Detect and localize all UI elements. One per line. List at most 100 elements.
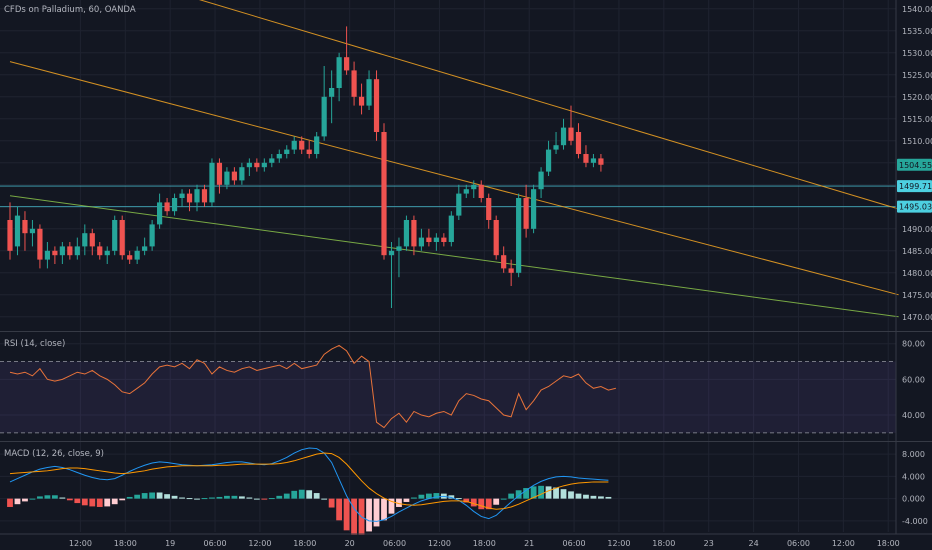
time-tick-label: 06:00 [563, 539, 586, 548]
rsi-pane [0, 344, 896, 434]
time-tick-label: 12:00 [69, 539, 92, 548]
macd-histogram-bar [448, 495, 455, 499]
macd-histogram-bar [231, 495, 238, 499]
candle-body [261, 162, 267, 168]
candle-body [306, 149, 312, 154]
candle-body [590, 158, 597, 163]
macd-histogram-bar [149, 492, 156, 499]
trend-line [9, 61, 899, 296]
candle-body [67, 246, 73, 256]
candle-body [568, 127, 574, 141]
candle-body [314, 136, 320, 154]
time-tick-label: 06:00 [787, 539, 810, 548]
macd-label: MACD (12, 26, close, 9) [4, 449, 104, 459]
candle-body [448, 215, 454, 242]
candle-body [7, 220, 13, 251]
candle-body [418, 237, 424, 247]
candle-body [254, 162, 260, 168]
candle-body [52, 250, 58, 256]
macd-histogram-bar [500, 498, 507, 500]
macd-histogram-bar [201, 498, 208, 500]
macd-histogram-bar [321, 498, 328, 500]
macd-histogram-bar [343, 498, 350, 531]
macd-histogram-bar [328, 498, 335, 508]
macd-histogram-bar [336, 498, 343, 521]
macd-histogram-bar [66, 498, 73, 501]
macd-histogram-bar [216, 496, 223, 499]
macd-histogram-bar [261, 498, 268, 500]
time-tick-label: 12:00 [248, 539, 271, 548]
macd-histogram-bar [186, 498, 193, 500]
candle-body [471, 184, 477, 190]
price-tick-label: 1535.000 [902, 27, 932, 36]
price-tick-label: 1510.000 [902, 137, 932, 146]
macd-histogram-bar [433, 493, 440, 499]
candle-body [179, 193, 185, 198]
candle-body [134, 250, 140, 260]
rsi-tick-label: 80.00 [902, 340, 925, 349]
candle-body [321, 96, 327, 137]
macd-histogram-bar [246, 497, 253, 499]
candle-body [336, 57, 342, 88]
candle-body [194, 189, 200, 203]
candle-body [456, 193, 462, 216]
macd-histogram-bar [291, 490, 298, 499]
time-tick-label: 19 [165, 539, 175, 548]
macd-histogram-bar [575, 493, 582, 499]
candles [7, 26, 604, 308]
macd-histogram-bar [485, 498, 492, 510]
price-tag-label: 1504.554 [899, 161, 932, 170]
candle-body [224, 171, 230, 185]
macd-histogram-bar [553, 487, 559, 499]
macd-histogram-bar [298, 489, 305, 499]
price-tick-label: 1475.000 [902, 291, 932, 300]
macd-histogram-bar [29, 498, 36, 500]
candle-body [523, 198, 529, 229]
candle-body [157, 202, 163, 225]
candle-body [269, 158, 275, 163]
macd-histogram-bar [59, 497, 66, 499]
candle-body [119, 220, 125, 256]
price-tick-label: 1530.000 [902, 49, 932, 58]
candle-body [276, 154, 282, 159]
time-tick-label: 18:00 [473, 539, 496, 548]
trend-line [198, 0, 899, 210]
candle-body [149, 224, 155, 247]
macd-tick-label: 0.000 [902, 495, 925, 504]
candle-body [44, 250, 50, 260]
macd-histogram-bar [104, 498, 111, 507]
pane-dividers [0, 0, 932, 535]
candle-body [538, 171, 544, 190]
macd-histogram-bar [89, 498, 96, 507]
macd-histogram-bar [455, 498, 462, 500]
candle-body [583, 154, 589, 163]
macd-histogram-bar [14, 498, 21, 505]
candle-body [531, 189, 537, 229]
signal-line [9, 452, 609, 510]
macd-histogram-bar [425, 493, 432, 499]
price-tags: 1504.554 1499.712 1495.030 [897, 158, 932, 213]
macd-histogram-bar [396, 498, 402, 507]
price-tag-label: 1499.712 [899, 182, 932, 191]
candle-body [284, 149, 290, 154]
macd-histogram-bar [179, 497, 185, 499]
candle-body [89, 233, 95, 247]
macd-histogram-bar [598, 496, 604, 499]
macd-histogram-bar [111, 498, 118, 505]
macd-histogram-bar [523, 488, 530, 499]
candle-body [396, 246, 402, 251]
macd-histogram-bar [171, 495, 178, 499]
candle-body [575, 132, 582, 154]
candle-body [329, 88, 335, 97]
macd-histogram-bar [605, 496, 612, 499]
price-tick-label: 1520.000 [902, 93, 932, 102]
candle-body [239, 167, 245, 181]
candle-body [560, 127, 567, 146]
macd-histogram-bar [411, 497, 417, 499]
candle-body [366, 79, 372, 106]
macd-histogram-bar [81, 498, 88, 506]
macd-histogram-bar [568, 491, 574, 499]
macd-histogram-bar [37, 496, 43, 499]
